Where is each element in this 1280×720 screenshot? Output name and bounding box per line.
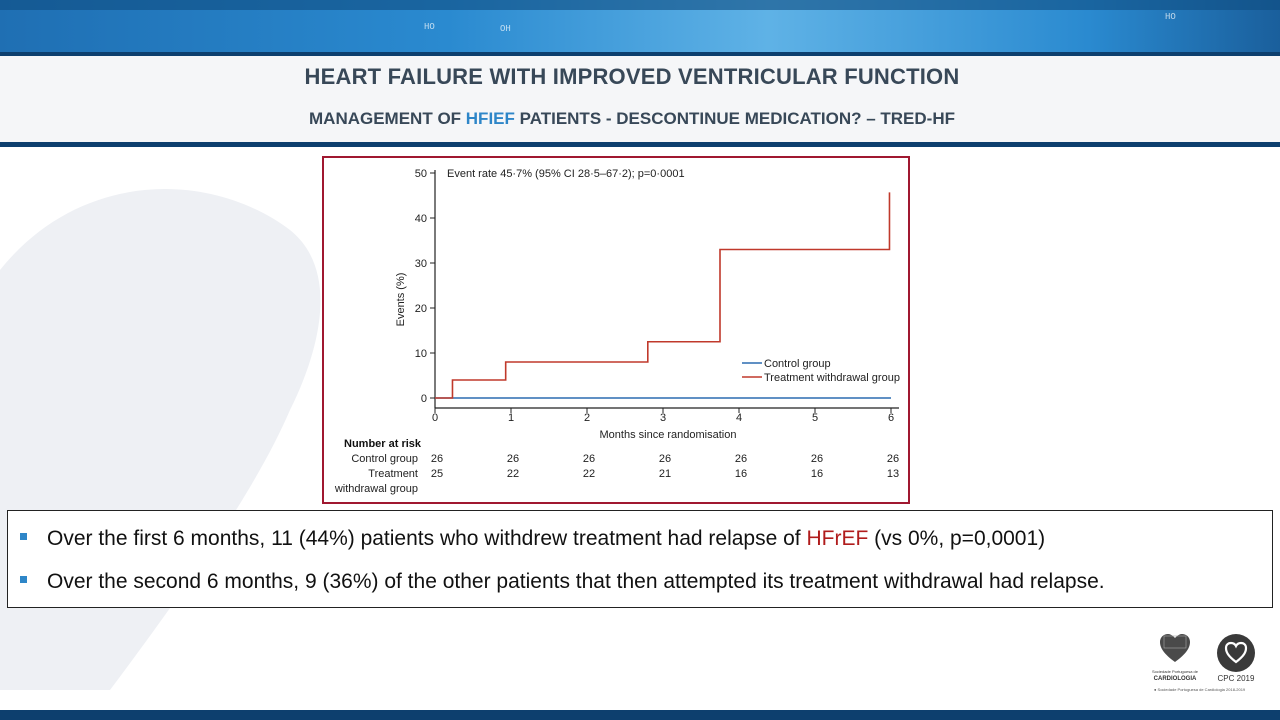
slide-subtitle: MANAGEMENT OF HFIEF PATIENTS - DESCONTIN…	[0, 109, 1264, 129]
y-tick-label: 40	[415, 213, 427, 225]
risk-table-value: 26	[431, 453, 443, 465]
risk-table-value: 16	[735, 468, 747, 480]
risk-table-row-label: Treatment	[368, 468, 418, 480]
bottom-bar	[0, 710, 1280, 720]
header-area	[0, 56, 1280, 142]
risk-table-value: 21	[659, 468, 671, 480]
risk-table-value: 26	[659, 453, 671, 465]
bullet-square-icon	[20, 575, 27, 583]
cpc-circle	[1217, 634, 1255, 672]
y-tick-label: 30	[415, 258, 427, 270]
risk-table-value: 26	[811, 453, 823, 465]
top-rule	[0, 52, 1280, 56]
risk-table-row-label: Control group	[351, 453, 418, 465]
header-rule	[0, 142, 1280, 147]
bullet-item-1: Over the first 6 months, 11 (44%) patien…	[20, 527, 1045, 551]
cpc-label: CPC 2019	[1217, 674, 1255, 683]
risk-table-header: Number at risk	[344, 438, 422, 450]
y-tick-label: 0	[421, 393, 427, 405]
subtitle-accent: HFIEF	[465, 109, 515, 128]
x-tick-label: 6	[888, 412, 894, 424]
y-tick-label: 20	[415, 303, 427, 315]
risk-table-value: 13	[887, 468, 899, 480]
spc-name: CARDIOLOGIA	[1153, 676, 1197, 682]
risk-table-value: 16	[811, 468, 823, 480]
bullet-text: (vs 0%, p=0,0001)	[868, 527, 1046, 550]
subtitle-suffix: PATIENTS - DESCONTINUE MEDICATION? – TRE…	[514, 109, 955, 128]
x-tick-label: 2	[584, 412, 590, 424]
risk-table-value: 26	[507, 453, 519, 465]
banner-decoration: HO	[1165, 12, 1176, 22]
banner-decoration: OH	[500, 24, 511, 34]
kaplan-meier-chart: 0 10 20 30 40 50 0 1 2 3 4 5 6 Months since randomisa…	[334, 168, 900, 495]
risk-table-value: 26	[887, 453, 899, 465]
y-tick-label: 10	[415, 348, 427, 360]
subtitle-prefix: MANAGEMENT OF	[309, 109, 466, 128]
copyright-text: ● Sociedade Portuguesa de Cardiologia 20…	[1154, 687, 1246, 692]
logo-group: Sociedade Portuguesa de CARDIOLOGIA CPC …	[1150, 632, 1270, 696]
top-banner: HO OH HO	[0, 0, 1280, 52]
event-rate-annotation: Event rate 45·7% (95% CI 28·5–67·2); p=0…	[447, 168, 685, 180]
bullet-box: Over the first 6 months, 11 (44%) patien…	[7, 510, 1273, 608]
bullet-highlight: HFrEF	[806, 527, 869, 550]
risk-table-value: 26	[735, 453, 747, 465]
heart-watermark-icon	[0, 189, 321, 690]
risk-table-value: 26	[583, 453, 595, 465]
chart-frame: 0 10 20 30 40 50 0 1 2 3 4 5 6 Months since randomisa…	[322, 156, 910, 504]
x-tick-label: 3	[660, 412, 666, 424]
legend-label: Treatment withdrawal group	[764, 372, 900, 384]
spc-heart-icon	[1160, 634, 1190, 662]
legend-label: Control group	[764, 358, 831, 370]
bullet-text: Over the second 6 months, 9 (36%) of the…	[47, 570, 1105, 593]
bullet-item-2: Over the second 6 months, 9 (36%) of the…	[20, 570, 1105, 594]
risk-table-value: 25	[431, 468, 443, 480]
slide-title: HEART FAILURE WITH IMPROVED VENTRICULAR …	[304, 64, 960, 89]
risk-table-value: 22	[507, 468, 519, 480]
x-tick-label: 4	[736, 412, 742, 424]
x-tick-label: 1	[508, 412, 514, 424]
y-axis-label: Events (%)	[395, 273, 407, 327]
spc-small-text: Sociedade Portuguesa de	[1151, 669, 1199, 674]
banner-decoration: HO	[424, 22, 435, 32]
bullet-text: Over the first 6 months, 11 (44%) patien…	[47, 527, 807, 550]
risk-table-row-label: withdrawal group	[334, 483, 418, 495]
y-tick-label: 50	[415, 168, 427, 180]
x-tick-label: 5	[812, 412, 818, 424]
x-tick-label: 0	[432, 412, 438, 424]
cpc-heart-icon	[1224, 641, 1248, 664]
top-banner-band	[0, 0, 1280, 10]
cpc-logo: CPC 2019	[1214, 634, 1258, 694]
series-line-treatment-withdrawal	[435, 192, 891, 399]
spc-logo: Sociedade Portuguesa de CARDIOLOGIA	[1150, 632, 1200, 692]
bullet-square-icon	[20, 532, 27, 540]
x-axis-label: Months since randomisation	[600, 429, 737, 441]
risk-table-value: 22	[583, 468, 595, 480]
